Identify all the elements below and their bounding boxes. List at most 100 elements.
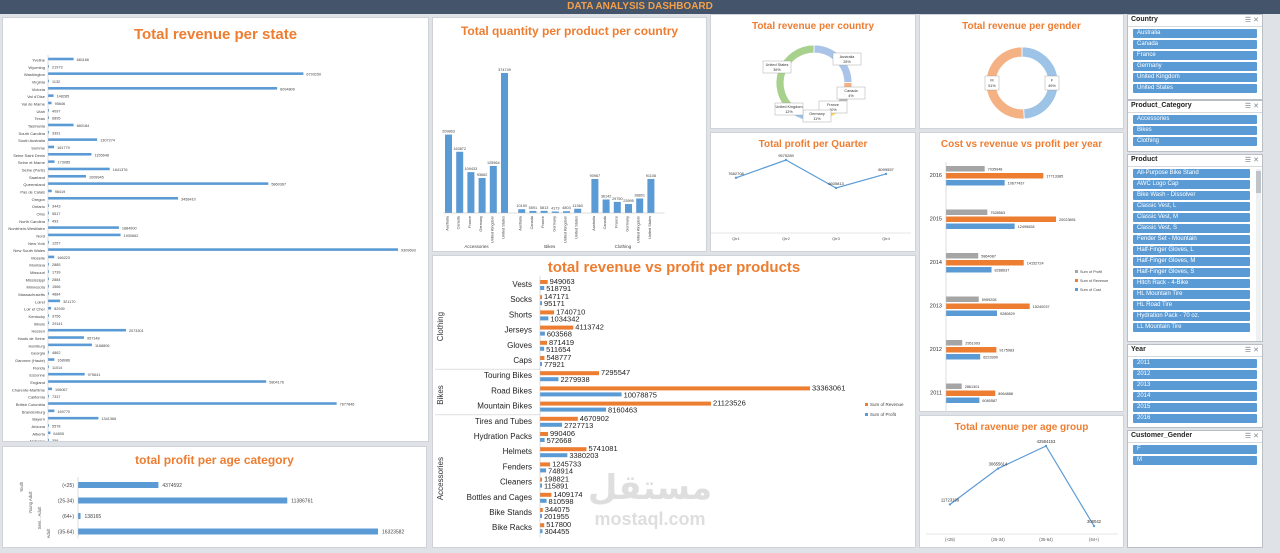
slicer-item-product[interactable]: Half-Finger Gloves, M xyxy=(1133,257,1250,266)
slicer-item-category[interactable]: Clothing xyxy=(1133,137,1257,146)
data-label: 10677437 xyxy=(1008,182,1025,186)
gender-slice xyxy=(985,46,1025,120)
slice-percent: 12% xyxy=(785,110,793,114)
slicer-item-year[interactable]: 2016 xyxy=(1133,414,1257,423)
data-label: 871419 xyxy=(549,338,574,347)
data-label: 358 xyxy=(52,439,58,442)
data-label: 3756 xyxy=(52,315,60,319)
data-label: 603568 xyxy=(547,330,572,339)
bar xyxy=(78,513,81,519)
clear-filter-icon[interactable]: ☰ ✕ xyxy=(1244,433,1259,440)
slicer-item-gender[interactable]: F xyxy=(1133,445,1257,454)
bar xyxy=(946,397,980,403)
dashboard-title: DATA ANALYSIS DASHBOARD xyxy=(567,1,713,12)
slicer-item-product[interactable]: All-Purpose Bike Stand xyxy=(1133,169,1250,178)
data-label: 308042 xyxy=(1087,519,1102,524)
slicer-item-gender[interactable]: M xyxy=(1133,456,1257,465)
bar xyxy=(48,314,49,317)
bar xyxy=(518,209,526,213)
slicer-item-country[interactable]: United Kingdom xyxy=(1133,73,1257,82)
data-label: 169770 xyxy=(57,410,70,414)
data-label: 21973 xyxy=(52,65,63,69)
slicer-item-year[interactable]: 2011 xyxy=(1133,359,1257,368)
bar xyxy=(48,387,52,391)
bar xyxy=(48,358,55,361)
slicer-item-product[interactable]: Fender Set - Mountain xyxy=(1133,235,1250,244)
slicer-item-year[interactable]: 2013 xyxy=(1133,381,1257,390)
bar xyxy=(48,409,55,413)
clear-filter-icon[interactable]: ☰ ✕ xyxy=(1244,17,1259,24)
tick-label: Saarland xyxy=(29,175,45,180)
chart-title-products: total revenue vs profit per products xyxy=(547,259,801,276)
data-label: 9575289 xyxy=(778,153,794,158)
tick-label: Road Bikes xyxy=(491,386,532,395)
data-label: 36142 xyxy=(601,194,612,198)
slicer-item-country[interactable]: Germany xyxy=(1133,62,1257,71)
tick-label: Socks xyxy=(510,295,532,304)
data-label: 95646 xyxy=(55,102,66,106)
data-label: 11014 xyxy=(52,366,62,370)
bar xyxy=(467,172,475,213)
tick-label: Mississippi xyxy=(26,277,45,282)
data-label: 15240037 xyxy=(1033,305,1050,309)
slicer-item-product[interactable]: Half-Finger Gloves, S xyxy=(1133,268,1250,277)
data-label: 3443 xyxy=(52,205,60,209)
slicer-item-product[interactable]: HL Road Tire xyxy=(1133,301,1250,310)
data-label-box xyxy=(762,60,792,74)
data-label: 168986 xyxy=(57,359,70,363)
slicer-item-country[interactable]: Canada xyxy=(1133,40,1257,49)
clear-filter-icon[interactable]: ☰ ✕ xyxy=(1244,347,1259,354)
bar xyxy=(78,528,378,535)
slicer-item-product[interactable]: Classic Vest, S xyxy=(1133,224,1250,233)
clear-filter-icon[interactable]: ☰ ✕ xyxy=(1244,103,1259,110)
slicer-item-category[interactable]: Bikes xyxy=(1133,126,1257,135)
tick-label: Bike Stands xyxy=(489,508,532,517)
slicer-item-product[interactable]: AWC Logo Cap xyxy=(1133,180,1250,189)
panel-cost-revenue-profit-year: Cost vs revenue vs profit per year 2016 7… xyxy=(919,132,1124,412)
panel-profit-quarter: Total profit per Quarter 7682708 Qtr1 9575… xyxy=(710,132,916,252)
data-label-box xyxy=(832,52,862,66)
tick-label: North Carolina xyxy=(19,219,46,224)
slicer-item-year[interactable]: 2014 xyxy=(1133,392,1257,401)
slicer-item-product[interactable]: Hitch Rack - 4-Bike xyxy=(1133,279,1250,288)
slicer-item-country[interactable]: Australia xyxy=(1133,29,1257,38)
data-label: 5578 xyxy=(52,425,60,429)
tick-label: France xyxy=(468,216,472,228)
slicer-item-product[interactable]: HL Mountain Tire xyxy=(1133,290,1250,299)
tick-label: Loir et Cher xyxy=(24,307,46,312)
bar xyxy=(48,424,49,427)
bar xyxy=(48,138,98,141)
bar xyxy=(48,350,49,354)
tick-label: Utah xyxy=(37,109,45,114)
bar xyxy=(540,346,545,351)
slicer-item-product[interactable]: Classic Vest, M xyxy=(1133,213,1250,222)
data-label: 5959208 xyxy=(982,298,997,302)
panel-profit-age-category: total profit per age category (<25) 43745… xyxy=(2,446,427,548)
slicer-item-product[interactable]: Bike Wash - Dissolver xyxy=(1133,191,1250,200)
bar xyxy=(48,196,179,200)
bar xyxy=(946,296,979,302)
bar xyxy=(48,189,52,193)
slicer-item-year[interactable]: 2012 xyxy=(1133,370,1257,379)
slicer-item-product[interactable]: LL Mountain Tire xyxy=(1133,323,1250,332)
slicer-item-product[interactable]: Hydration Pack - 70 oz. xyxy=(1133,312,1250,321)
data-label: 1009945 xyxy=(89,175,104,179)
slicer-item-year[interactable]: 2015 xyxy=(1133,403,1257,412)
bar xyxy=(946,303,1030,309)
tick-label: (64+) xyxy=(1089,537,1099,542)
slicer-item-country[interactable]: United States xyxy=(1133,84,1257,93)
slicer-item-product[interactable]: Half-Finger Gloves, L xyxy=(1133,246,1250,255)
slicer-item-category[interactable]: Accessories xyxy=(1133,115,1257,124)
data-label: 4113742 xyxy=(575,323,604,332)
slicer-item-product[interactable]: Classic Vest, L xyxy=(1133,202,1250,211)
slicer-product-scrollbar[interactable] xyxy=(1256,169,1261,341)
data-label: 14152724 xyxy=(1027,262,1044,266)
data-label: 201955 xyxy=(544,512,569,521)
bar xyxy=(48,416,99,420)
dashboard-banner: DATA ANALYSIS DASHBOARD xyxy=(0,0,1280,14)
scrollbar-thumb[interactable] xyxy=(1256,171,1261,193)
slicer-item-country[interactable]: France xyxy=(1133,51,1257,60)
tick-label: France xyxy=(614,216,618,228)
clear-filter-icon[interactable]: ☰ ✕ xyxy=(1244,157,1259,164)
